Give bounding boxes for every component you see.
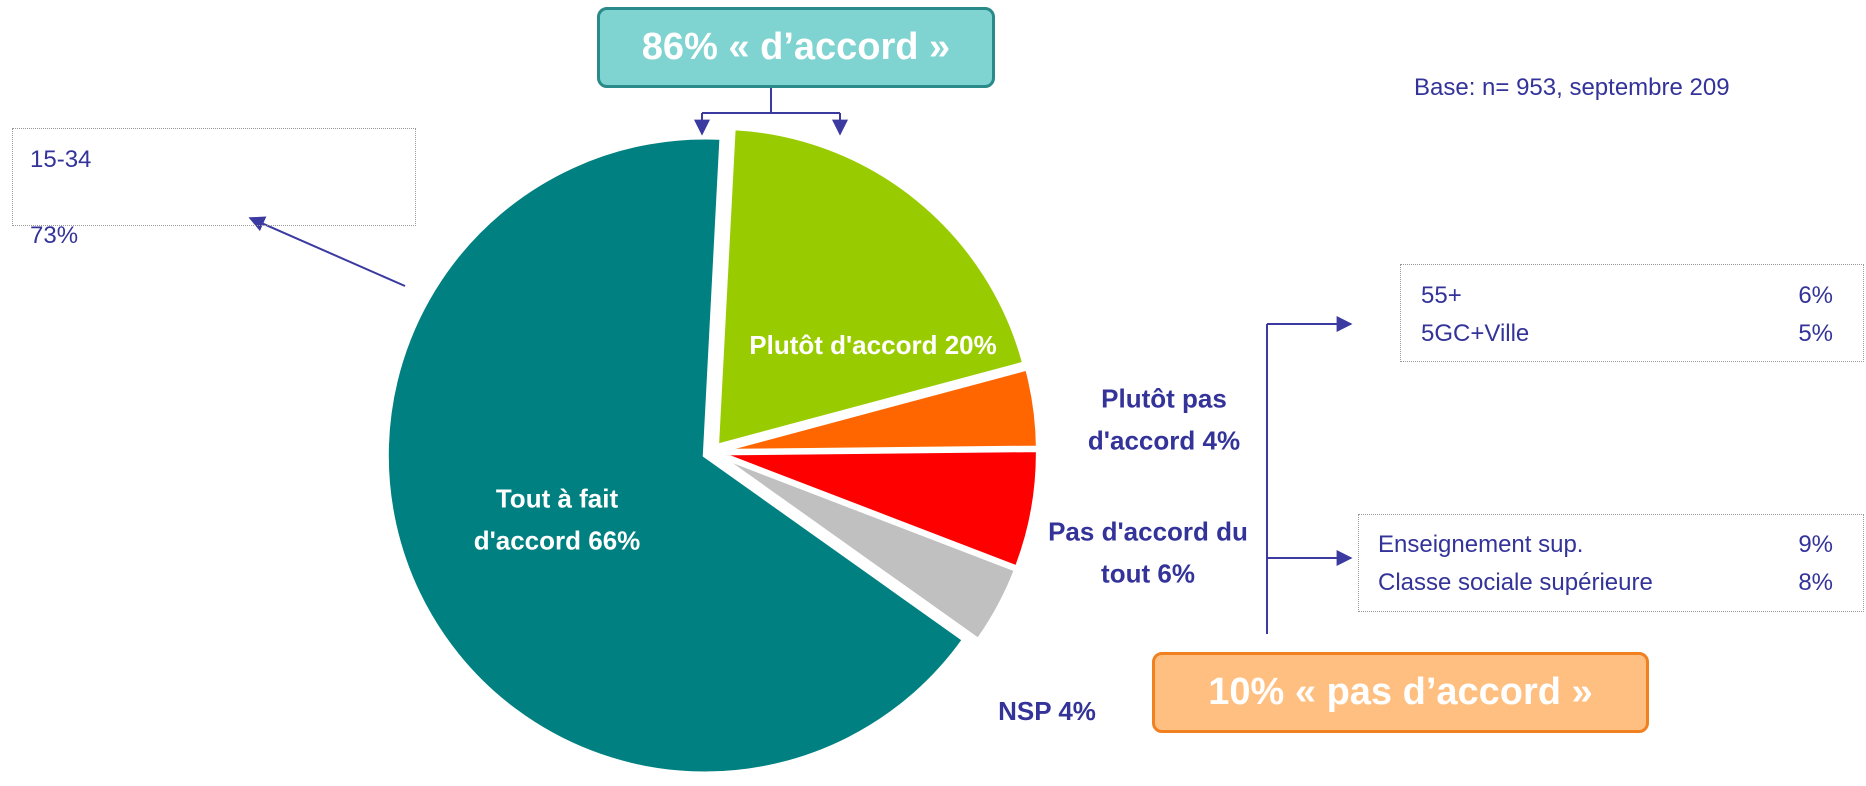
slice-name: Pas d'accord du tout bbox=[1048, 516, 1248, 588]
callout-value: 9% bbox=[1798, 531, 1833, 558]
slice-name: Plutôt d'accord bbox=[749, 330, 938, 361]
slice-name: Plutôt pas d'accord bbox=[1087, 383, 1227, 455]
pie-slice bbox=[719, 448, 1040, 570]
pie bbox=[384, 126, 1040, 776]
callout-label: 55+ bbox=[1421, 282, 1462, 309]
slice-value: 6% bbox=[1157, 558, 1195, 588]
connectors bbox=[248, 88, 1353, 634]
callout-label: 5GC+Ville bbox=[1421, 320, 1530, 347]
callout-box: Enseignement sup. 9% Classe sociale supé… bbox=[1358, 514, 1864, 612]
callout-box bbox=[12, 128, 416, 226]
base-note: Base: n= 953, septembre 209 bbox=[1414, 74, 1730, 101]
callout-value: 73% bbox=[30, 222, 79, 249]
pie-slice bbox=[719, 366, 1040, 453]
callout-label: Enseignement sup. bbox=[1378, 531, 1584, 558]
slice-value: 4% bbox=[1058, 696, 1096, 727]
callout-label: 15-34 bbox=[30, 146, 92, 173]
slice-label: Plutôt d'accord 20% bbox=[743, 325, 1003, 367]
arrow bbox=[248, 216, 406, 287]
slice-label: Pas d'accord du tout 6% bbox=[1048, 511, 1248, 594]
slice-label: Plutôt pas d'accord 4% bbox=[1069, 378, 1259, 461]
pie-slice bbox=[714, 126, 1027, 449]
slice-label: Tout à fait d'accord 66% bbox=[467, 478, 647, 561]
disagree-banner: 10% « pas d’accord » bbox=[1152, 652, 1649, 733]
slice-name: Tout à fait d'accord bbox=[473, 483, 619, 555]
pie-slice bbox=[717, 453, 1019, 643]
pie-slice bbox=[384, 135, 967, 776]
slice-value: 66% bbox=[588, 525, 641, 555]
slice-name: NSP bbox=[998, 696, 1052, 727]
slice-label: NSP 4% bbox=[967, 691, 1127, 733]
callout-value: 5% bbox=[1798, 320, 1833, 347]
agree-banner: 86% « d’accord » bbox=[597, 7, 995, 88]
callout-box: 55+ 6% 5GC+Ville 5% bbox=[1400, 264, 1864, 362]
slice-value: 4% bbox=[1202, 425, 1241, 455]
callout-value: 6% bbox=[1798, 282, 1833, 309]
callout-label: Classe sociale supérieure bbox=[1378, 569, 1653, 596]
slice-value: 20% bbox=[944, 330, 997, 361]
callout-value: 8% bbox=[1798, 569, 1833, 596]
